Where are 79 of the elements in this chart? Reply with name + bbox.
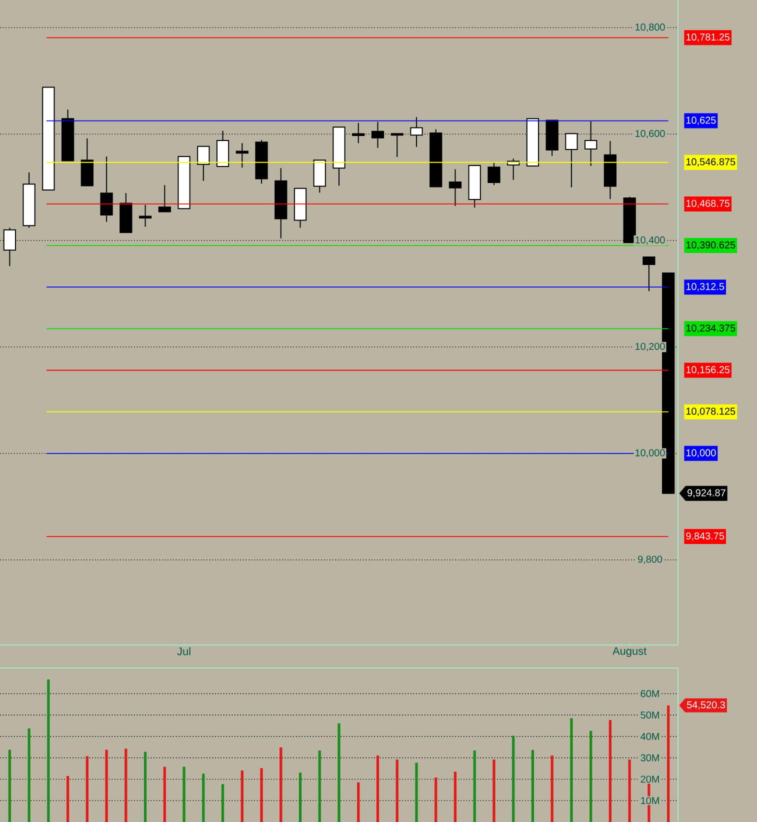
bar [396, 760, 398, 822]
ref-line-label: 10,234.375 [686, 324, 736, 333]
bar [492, 760, 496, 822]
candlestick [255, 139, 268, 184]
candlestick [138, 204, 152, 228]
bar [318, 750, 321, 822]
candlestick [488, 162, 500, 186]
y-tick-label: 9,800 [638, 556, 662, 564]
y-tick-label: 10,000 [636, 449, 665, 458]
candlestick [178, 156, 190, 210]
bar [144, 752, 147, 822]
bar [240, 770, 244, 822]
bar [124, 748, 128, 822]
candlestick [313, 160, 326, 194]
candlestick [604, 140, 617, 200]
y-tick-label: 50M [640, 712, 659, 719]
bar [28, 728, 30, 822]
x-tick-label: Jul [177, 647, 190, 656]
bar [298, 772, 302, 822]
bar [531, 750, 534, 822]
ref-line-label: 10,625 [686, 116, 716, 125]
ref-line-label: 10,156.25 [686, 366, 730, 374]
y-tick-label: 20M [640, 776, 659, 783]
bar [260, 768, 263, 822]
bar [8, 750, 11, 822]
bar [628, 760, 631, 822]
bar [86, 756, 88, 822]
candlestick [274, 168, 288, 239]
y-tick-label: 10,200 [636, 342, 665, 352]
text: 54,520.3 [687, 701, 725, 710]
ref-line-label: 10,390.625 [686, 241, 736, 250]
bar [105, 750, 108, 822]
ref-line-label: 10,000 [686, 449, 716, 458]
bar [473, 750, 476, 822]
y-tick-label: 10,800 [636, 24, 665, 32]
bar [434, 778, 438, 822]
candlestick [22, 172, 36, 228]
bar [202, 774, 205, 822]
bar [47, 680, 50, 822]
bar [280, 747, 282, 822]
ref-line-label: 10,078.125 [686, 408, 736, 416]
bar [415, 762, 418, 822]
y-tick-label: 10,400 [636, 236, 665, 245]
candlestick [642, 256, 656, 292]
bar [163, 766, 166, 822]
ref-line-label: 10,546.875 [686, 158, 736, 166]
y-tick-label: 10M [641, 797, 659, 804]
bar [338, 723, 340, 822]
candlestick [468, 164, 481, 208]
x-tick-label: August [612, 647, 647, 657]
bar [512, 736, 515, 822]
bar [550, 755, 554, 822]
bar [667, 705, 670, 822]
bar [590, 730, 592, 822]
bar [608, 720, 612, 822]
y-tick-label: 60M [640, 690, 659, 698]
bar [376, 755, 380, 822]
bar [357, 782, 360, 822]
bar [570, 718, 573, 822]
candlestick [100, 156, 113, 222]
ref-line-label: 10,468.75 [686, 200, 730, 208]
bar [182, 766, 186, 822]
candlestick [236, 142, 248, 168]
ref-line-label: 10,312.5 [686, 282, 724, 292]
y-tick-label: 10,600 [636, 130, 665, 138]
ref-line-label: 9,843.75 [686, 532, 724, 541]
text: 9,924.87 [688, 489, 726, 498]
candlestick [158, 184, 171, 212]
candlestick [448, 168, 462, 206]
ref-line-label: 10,781.25 [686, 34, 730, 42]
candlestick [120, 192, 132, 234]
y-tick-label: 40M [640, 732, 659, 740]
candlestick [80, 138, 94, 186]
bar [454, 772, 457, 822]
bar [221, 784, 224, 822]
candlestick [294, 188, 307, 228]
y-tick-label: 30M [640, 754, 659, 762]
candlestick [197, 146, 210, 182]
bar [66, 776, 70, 822]
